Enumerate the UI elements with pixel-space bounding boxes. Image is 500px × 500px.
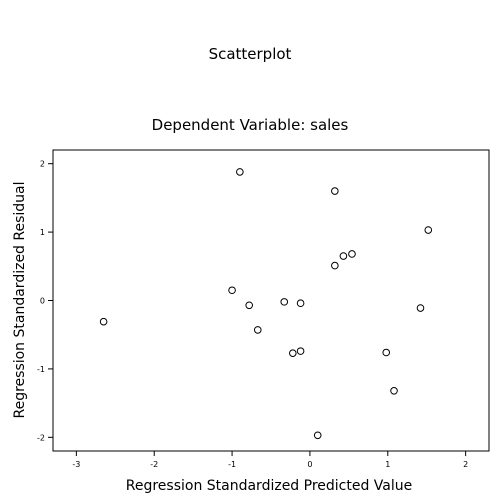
chart-subtitle: Dependent Variable: sales [151, 116, 349, 134]
data-point [228, 286, 236, 295]
data-point [382, 348, 391, 357]
y-tick-label: -1 [37, 365, 45, 374]
y-tick-label: -2 [37, 433, 45, 442]
data-point [245, 301, 253, 310]
data-point [296, 347, 305, 355]
data-point [99, 317, 108, 326]
x-tick-label: -3 [72, 460, 80, 469]
data-point [289, 349, 297, 357]
data-point [424, 226, 433, 234]
data-point [390, 387, 398, 395]
data-point [236, 168, 244, 176]
x-tick-label: 2 [463, 460, 468, 469]
data-point [416, 304, 425, 312]
y-tick-label: 2 [40, 160, 45, 169]
chart-title: Scatterplot [208, 45, 292, 63]
data-point [331, 261, 339, 270]
data-point [348, 250, 356, 258]
x-tick-label: -2 [150, 460, 158, 469]
y-tick-label: 1 [40, 228, 45, 237]
y-tick-label: 0 [40, 297, 45, 306]
x-axis-label: Regression Standardized Predicted Value [126, 478, 413, 494]
data-point [253, 326, 262, 334]
data-point [296, 299, 305, 308]
x-tick-label: 1 [385, 460, 390, 469]
x-tick-label: -1 [228, 460, 236, 469]
plot-frame [52, 149, 490, 452]
data-point [280, 298, 289, 306]
y-axis-label: Regression Standardized Residual [12, 181, 28, 418]
data-point [331, 187, 339, 195]
x-tick-label: 0 [307, 460, 312, 469]
data-point [339, 252, 348, 260]
data-point [313, 431, 322, 440]
